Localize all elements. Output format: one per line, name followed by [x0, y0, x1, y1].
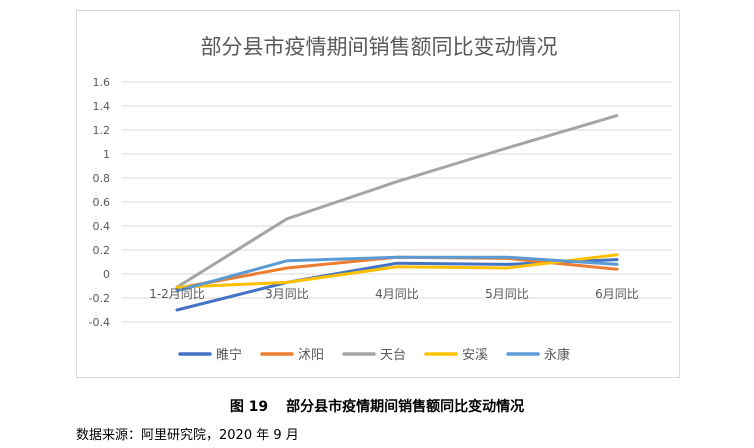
y-tick-label: 1.4: [93, 100, 111, 113]
x-tick-label: 1-2月同比: [149, 287, 205, 301]
y-tick-label: 0.8: [93, 172, 111, 185]
x-axis-ticks: 1-2月同比 3月同比 4月同比 5月同比 6月同比: [149, 287, 639, 301]
caption-text: 部分县市疫情期间销售额同比变动情况: [286, 399, 525, 415]
y-tick-label: -0.4: [89, 316, 110, 329]
figure-number: 图 19: [229, 399, 269, 415]
legend-label: 天台: [380, 348, 406, 363]
series-line-5: [175, 255, 619, 293]
series-line-4: [175, 253, 619, 289]
source-note: 数据来源：阿里研究院，2020 年 9 月: [76, 428, 299, 443]
y-tick-label: 0.4: [93, 220, 111, 233]
chart-frame: 部分县市疫情期间销售额同比变动情况 1.6 1.4 1.2 1 0.8 0.6 0.4 0.2…: [76, 10, 680, 378]
gridlines: [122, 81, 672, 323]
series-line-3: [175, 114, 619, 289]
y-tick-label: 1.2: [93, 124, 111, 137]
y-tick-label: 1: [103, 148, 110, 161]
y-axis-ticks: 1.6 1.4 1.2 1 0.8 0.6 0.4 0.2 0 -0.2 -0.4: [89, 76, 110, 329]
legend-label: 安溪: [462, 348, 488, 363]
x-tick-label: 5月同比: [485, 287, 529, 301]
x-tick-label: 4月同比: [375, 287, 419, 301]
legend-label: 永康: [544, 347, 570, 363]
legend: 睢宁 沭阳 天台 安溪 永康: [178, 347, 570, 363]
y-tick-label: -0.2: [89, 292, 110, 305]
figure-caption: 图 19 部分县市疫情期间销售额同比变动情况: [0, 396, 754, 416]
y-tick-label: 0.2: [93, 244, 111, 257]
legend-label: 沭阳: [298, 348, 324, 363]
chart-title: 部分县市疫情期间销售额同比变动情况: [201, 35, 558, 59]
x-tick-label: 3月同比: [265, 287, 309, 301]
legend-label: 睢宁: [216, 347, 242, 363]
y-tick-label: 1.6: [93, 76, 111, 89]
series-lines: [175, 114, 619, 312]
line-chart: 部分县市疫情期间销售额同比变动情况 1.6 1.4 1.2 1 0.8 0.6 0.4 0.2…: [89, 35, 672, 363]
x-tick-label: 6月同比: [595, 287, 639, 301]
y-tick-label: 0.6: [93, 196, 111, 209]
y-tick-label: 0: [103, 268, 110, 281]
